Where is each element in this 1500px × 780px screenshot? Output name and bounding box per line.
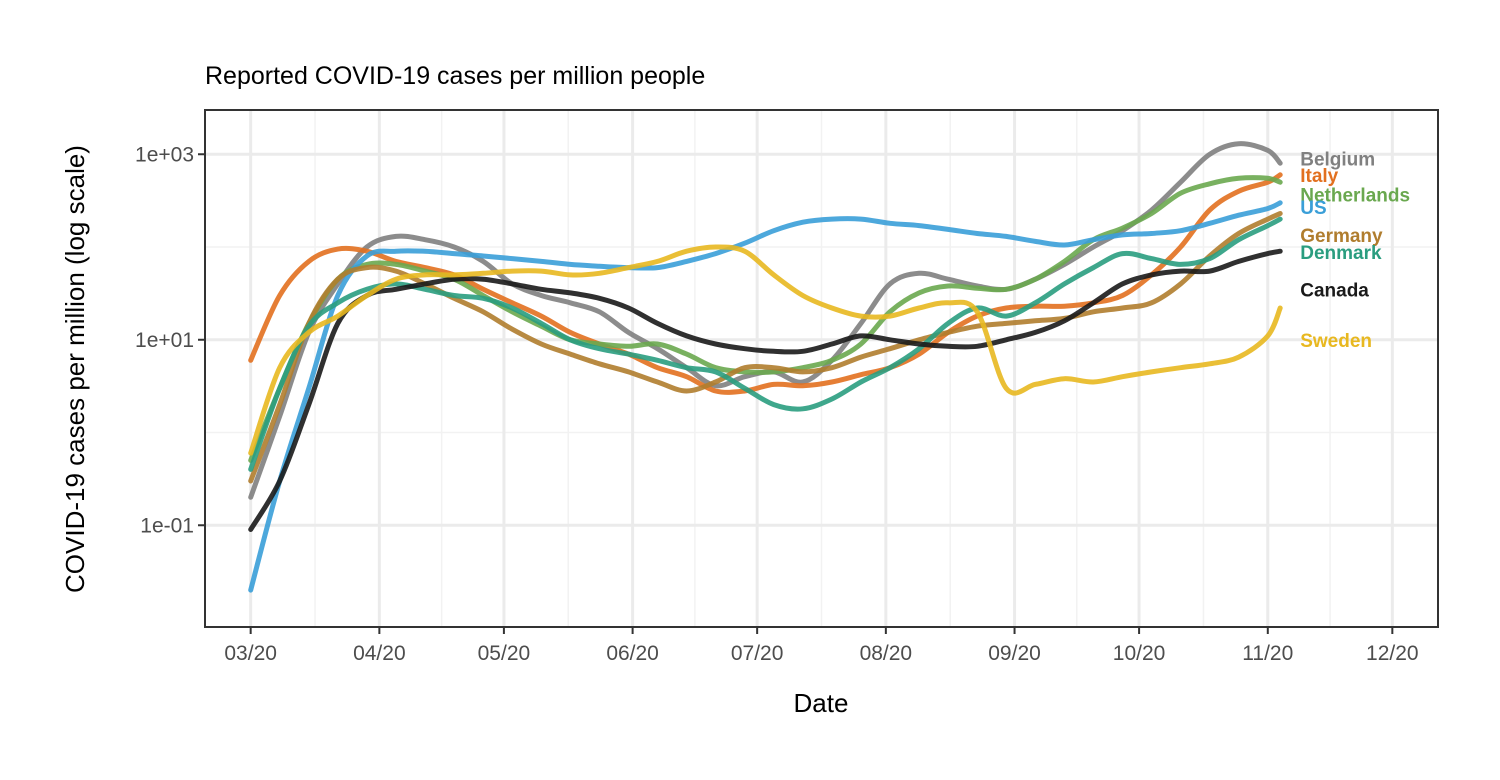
x-tick-label: 08/20 [860,642,913,665]
y-tick-label: 1e+01 [135,329,194,352]
x-tick-label: 09/20 [988,642,1041,665]
series-line-canada [248,248,1283,532]
y-axis-title: COVID-19 cases per million (log scale) [60,145,90,593]
series-label-italy: Italy [1300,166,1338,187]
series-label-denmark: Denmark [1300,243,1382,264]
series-label-us: US [1300,198,1326,219]
series-line-denmark [248,216,1283,472]
x-tick-label: 07/20 [731,642,784,665]
series-label-belgium: Belgium [1300,149,1375,170]
y-tick-label: 1e-01 [140,514,194,537]
x-tick-label: 06/20 [606,642,659,665]
x-axis: 03/20 04/20 05/20 06/20 07/20 08/20 09/20 10/20… [224,627,1419,665]
x-tick-label: 11/20 [1242,642,1293,665]
series-lines [248,141,1283,593]
series-line-germany [248,211,1283,484]
series-label-canada: Canada [1300,280,1369,301]
series-label-germany: Germany [1300,226,1383,247]
series-label-sweden: Sweden [1300,331,1372,352]
y-axis: 1e-01 1e+01 1e+03 [135,143,205,537]
series-line-italy [248,172,1283,395]
plot-border [204,109,1439,628]
x-tick-label: 12/20 [1366,642,1419,665]
y-tick-label: 1e+03 [135,143,194,166]
chart-title: Reported COVID-19 cases per million peop… [205,62,705,90]
x-tick-label: 05/20 [478,642,531,665]
series-line-us [248,200,1283,593]
series-label-netherlands: Netherlands [1300,185,1410,206]
x-tick-label: 03/20 [224,642,277,665]
x-tick-label: 10/20 [1113,642,1166,665]
x-tick-label: 04/20 [353,642,406,665]
series-line-sweden [248,244,1283,456]
x-axis-title: Date [794,688,849,718]
series-line-netherlands [248,175,1283,463]
major-gridlines [205,110,1438,627]
